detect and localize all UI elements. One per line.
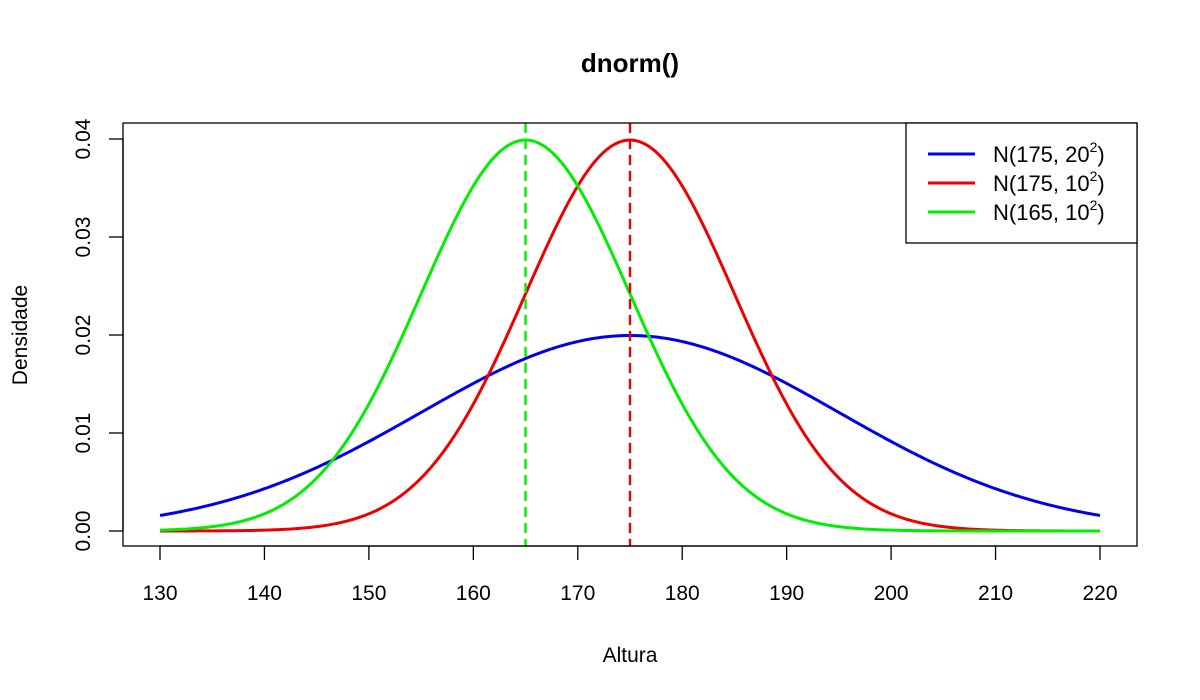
x-tick-label: 200 bbox=[874, 582, 909, 605]
x-tick-label: 170 bbox=[560, 582, 595, 605]
legend-label-0: N(175, 202) bbox=[993, 139, 1105, 167]
x-tick-label: 210 bbox=[978, 582, 1013, 605]
x-tick-label: 190 bbox=[769, 582, 804, 605]
y-axis-label: Densidade bbox=[9, 285, 32, 385]
legend-label-2: N(165, 102) bbox=[993, 197, 1105, 225]
y-tick-label: 0.00 bbox=[72, 511, 95, 552]
x-tick-label: 180 bbox=[665, 582, 700, 605]
x-tick-label: 130 bbox=[142, 582, 177, 605]
x-tick-label: 150 bbox=[351, 582, 386, 605]
legend-label-1: N(175, 102) bbox=[993, 168, 1105, 196]
chart-title: dnorm() bbox=[581, 48, 679, 78]
x-tick-label: 140 bbox=[247, 582, 282, 605]
y-tick-label: 0.01 bbox=[72, 413, 95, 454]
legend: N(175, 202)N(175, 102)N(165, 102) bbox=[905, 122, 1138, 244]
x-tick-label: 220 bbox=[1082, 582, 1117, 605]
plot-area bbox=[159, 123, 1101, 546]
x-tick-label: 160 bbox=[456, 582, 491, 605]
series-line-0 bbox=[159, 334, 1101, 517]
x-axis: 130 140 150 160 170 180 190 200 210 220 bbox=[142, 545, 1118, 605]
y-tick-label: 0.04 bbox=[72, 118, 95, 159]
y-tick-label: 0.02 bbox=[72, 315, 95, 356]
y-axis: 0.00 0.01 0.02 0.03 0.04 bbox=[72, 118, 124, 552]
x-axis-label: Altura bbox=[603, 644, 658, 667]
y-tick-label: 0.03 bbox=[72, 217, 95, 258]
series-line-2 bbox=[159, 138, 1100, 533]
